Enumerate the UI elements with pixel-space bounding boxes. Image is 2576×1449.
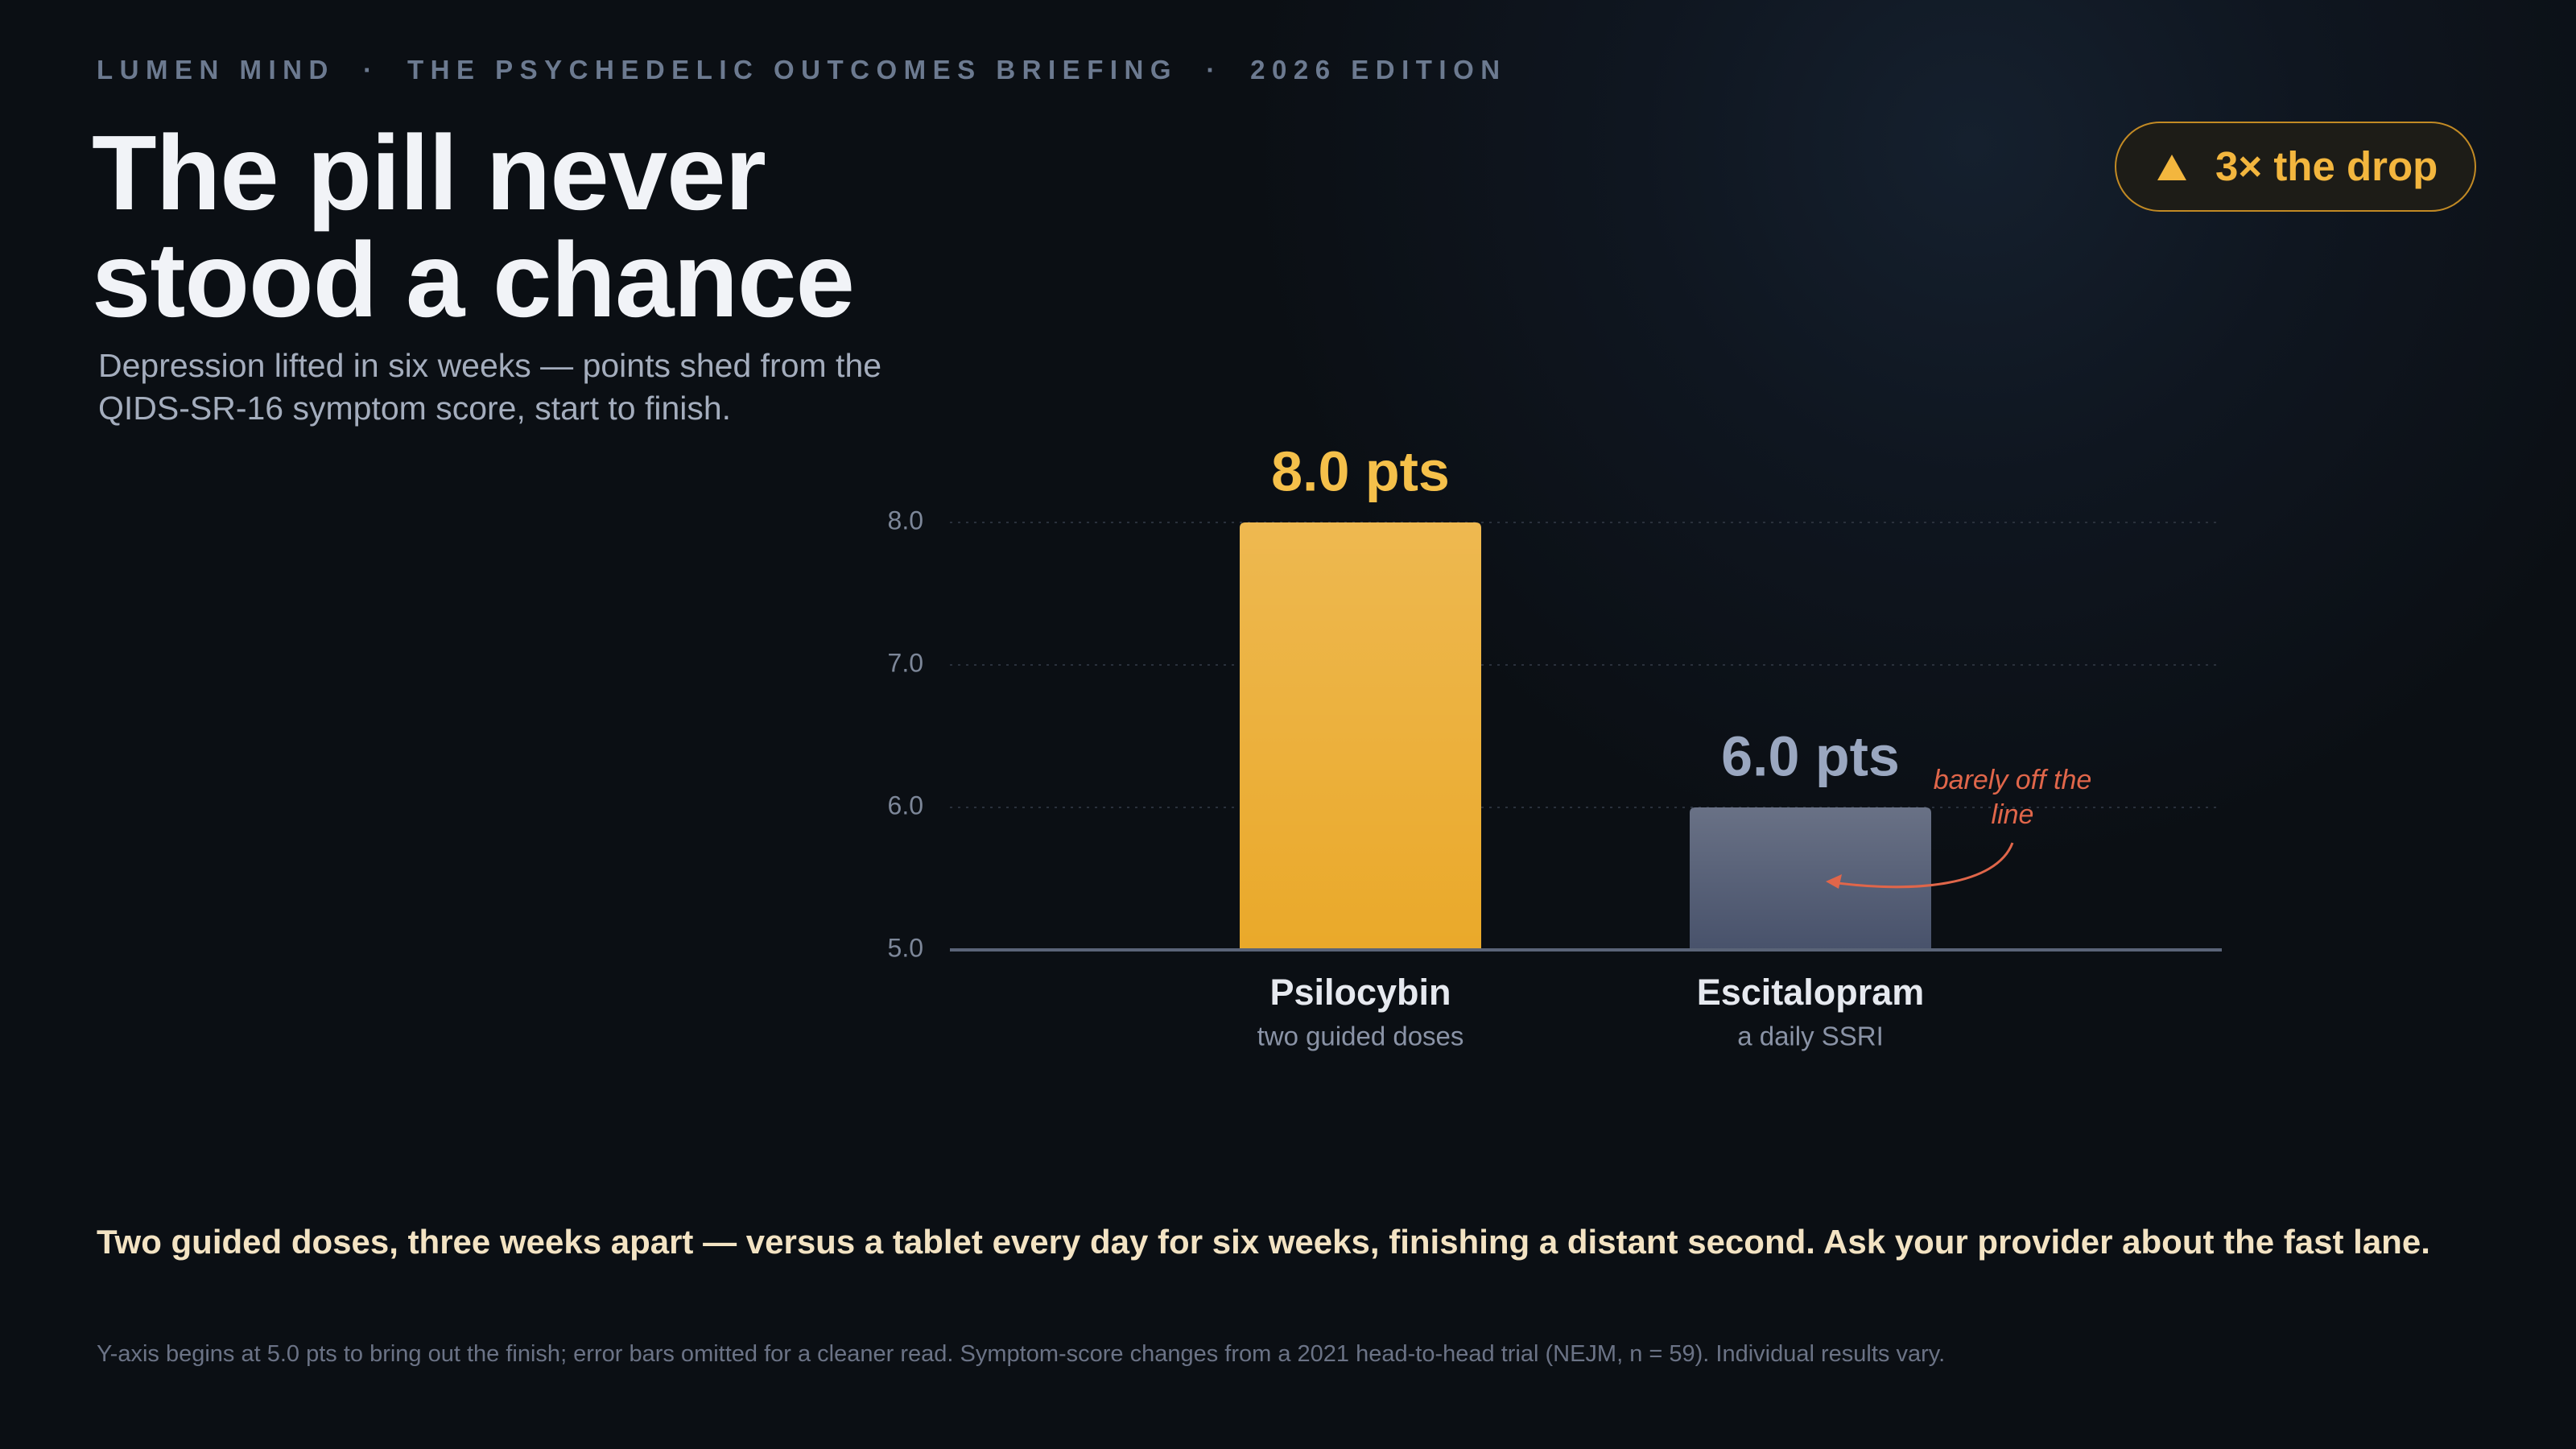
annotation: barely off the line: [1933, 765, 2092, 830]
takeaway: Two guided doses, three weeks apart — ve…: [97, 1223, 2430, 1261]
chart: 5.0 6.0 7.0 8.0 8.0 pts Psilocybin two guided …: [888, 440, 2222, 1051]
title: The pill never stood a chance: [92, 114, 855, 339]
bar-sheen: [1240, 522, 1481, 950]
x-tick-label: Psilocybin: [1269, 972, 1451, 1013]
badge-icon: [2157, 155, 2186, 180]
footnote: Y-axis begins at 5.0 pts to bring out th…: [97, 1341, 1946, 1367]
bar-sheen: [1690, 807, 1931, 950]
y-tick-label: 5.0: [888, 933, 923, 962]
value-label: 8.0 pts: [1271, 440, 1450, 502]
y-tick-label: 6.0: [888, 791, 923, 819]
badge-text: 3× the drop: [2215, 143, 2438, 189]
eyebrow: LUMEN MIND · THE PSYCHEDELIC OUTCOMES BR…: [97, 55, 1507, 85]
x-tick-label: Escitalopram: [1697, 972, 1925, 1013]
annotation-arrow: [1831, 842, 2014, 889]
category-note: two guided doses: [1257, 1022, 1464, 1051]
subtitle: Depression lifted in six weeks — points …: [98, 347, 882, 427]
annotation-arrowhead: [1826, 874, 1842, 889]
y-tick-label: 8.0: [888, 506, 923, 535]
category-note: a daily SSRI: [1737, 1022, 1884, 1051]
value-label: 6.0 pts: [1721, 724, 1900, 787]
y-tick-label: 7.0: [888, 648, 923, 677]
